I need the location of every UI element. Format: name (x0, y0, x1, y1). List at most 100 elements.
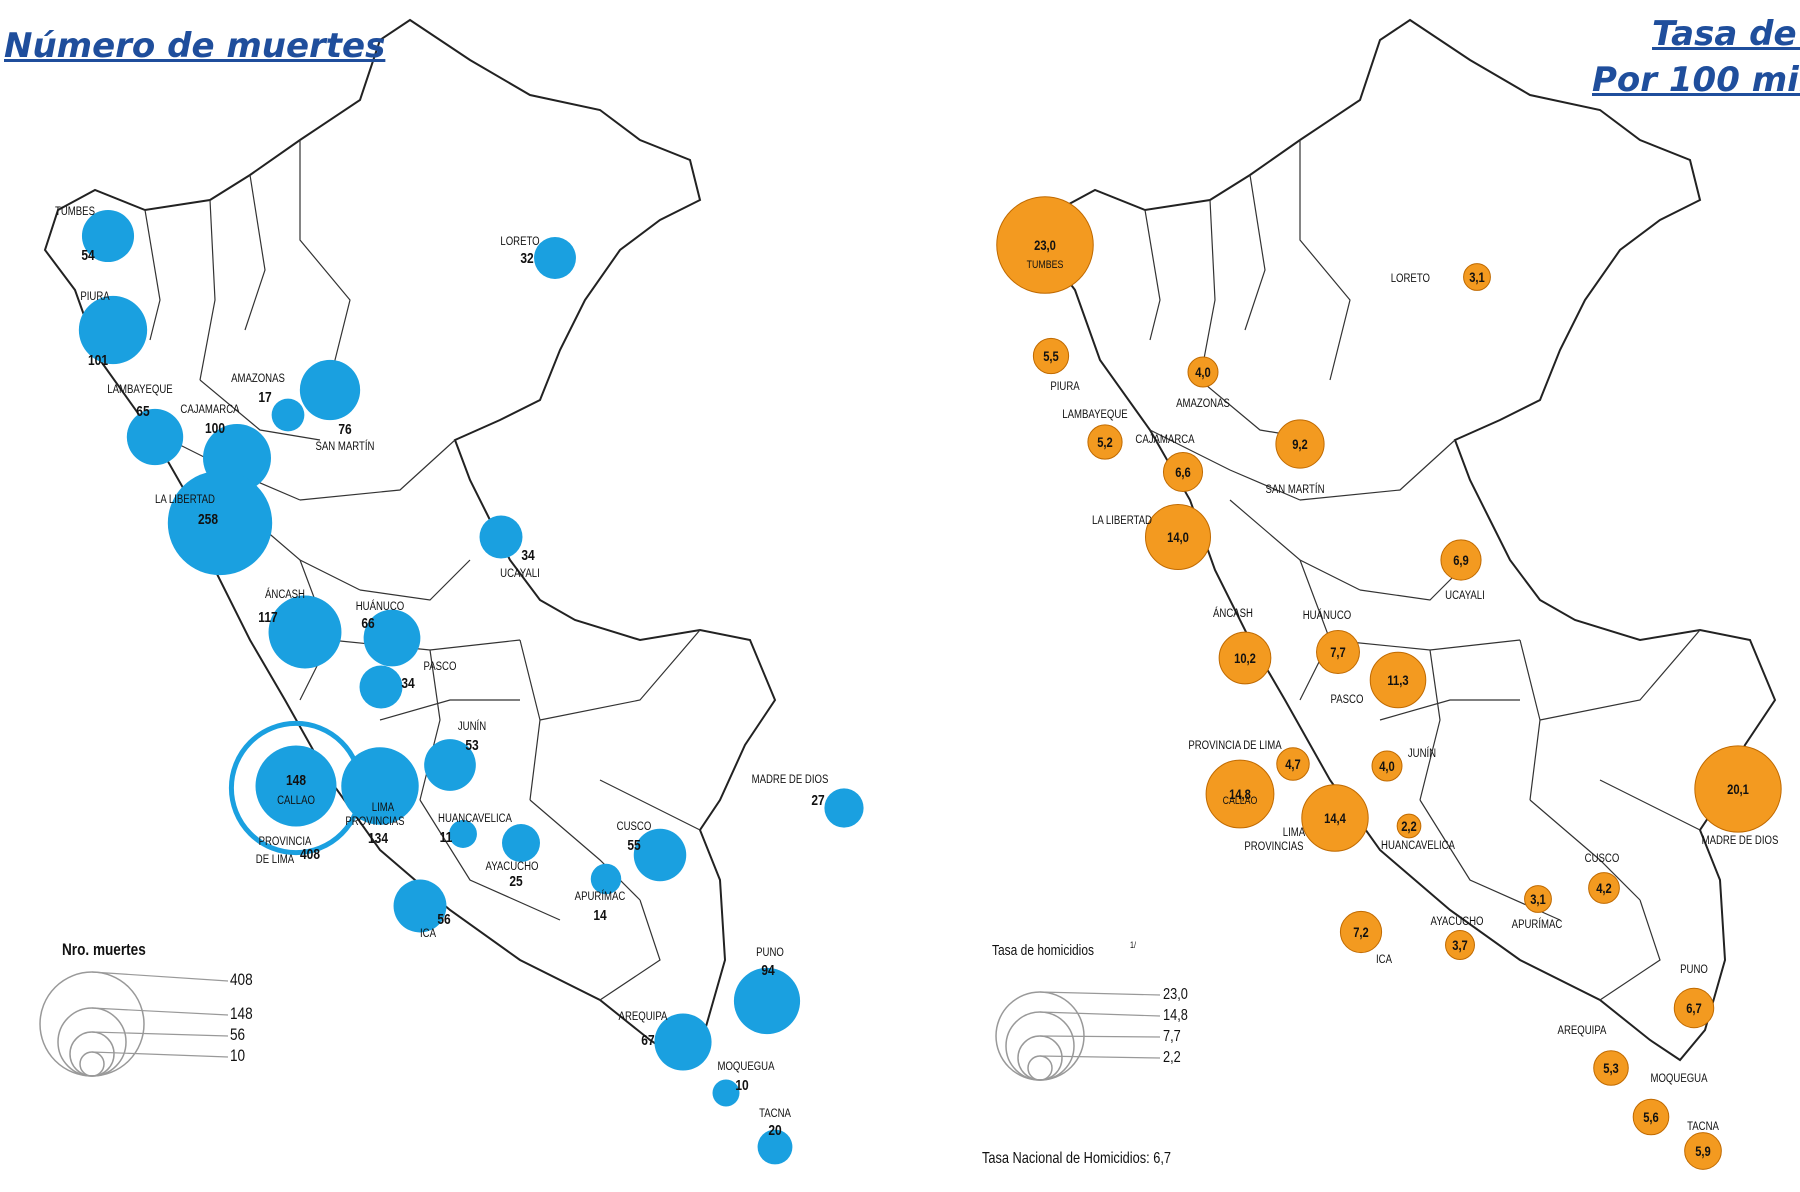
value-ica: 56 (437, 911, 451, 928)
label-pasco: PASCO (424, 660, 457, 673)
right-legend-circle-2-2 (1027, 1055, 1053, 1081)
value-lambayeque: 5,2 (1097, 435, 1113, 450)
label-callao: CALLAO (277, 794, 315, 807)
label-huancavelica: HUANCAVELICA (438, 812, 513, 825)
value-lima-provincias: 134 (368, 830, 388, 847)
department-border (199, 379, 321, 441)
left-legend-title: Nro. muertes (62, 941, 146, 960)
bubble-ayacucho (502, 824, 540, 862)
bubble-loreto (534, 237, 576, 279)
value-madre-de-dios: 20,1 (1727, 782, 1749, 797)
value-junin: 4,0 (1379, 759, 1395, 774)
label-loreto: LORETO (500, 235, 539, 248)
peru-outline-shape (1043, 18, 1777, 1062)
bubble-provincia-de-lima (1276, 747, 1310, 781)
bubble-arequipa (654, 1013, 712, 1071)
left-map-layer: TUMBES 54 PIURA 101 LAMBAYEQUE 65 CAJAMARCA 100… (55, 205, 864, 1165)
label-ucayali: UCAYALI (500, 567, 540, 580)
left-legend-circle-408 (39, 971, 145, 1077)
label-cusco: CUSCO (1585, 852, 1620, 865)
bubble-amazonas (271, 398, 305, 432)
value-tacna: 20 (768, 1122, 781, 1139)
label-apurimac: APURÍMAC (1512, 917, 1563, 931)
value-ucayali: 6,9 (1453, 553, 1469, 568)
department-border (1419, 649, 1441, 801)
bubble-lambayeque (126, 408, 184, 466)
value-arequipa: 67 (641, 1032, 654, 1049)
left-legend-leader-56 (91, 1031, 229, 1037)
bubble-ancash (268, 595, 342, 669)
label-amazonas: AMAZONAS (1176, 397, 1230, 410)
label-provincia-de-lima-line1: PROVINCIA (259, 835, 312, 848)
right-legend-value-2-2: 2,2 (1163, 1049, 1181, 1067)
bubble-tacna (1684, 1132, 1722, 1170)
label-cajamarca: CAJAMARCA (1135, 433, 1195, 446)
bubble-piura (1032, 337, 1070, 375)
label-lima-provincias-line2: PROVINCIAS (345, 815, 404, 828)
value-provincia-de-lima: 4,7 (1285, 757, 1301, 772)
value-lima-provincias: 14,4 (1324, 811, 1346, 826)
value-san-martin: 76 (338, 421, 352, 438)
department-border (1599, 779, 1701, 831)
label-lima-provincias-line1: LIMA (372, 801, 395, 814)
department-border (1599, 899, 1661, 1001)
value-pasco: 34 (401, 675, 415, 692)
right-title-line2: Por 100 mil h (1592, 60, 1800, 100)
value-puno: 6,7 (1686, 1001, 1702, 1016)
value-ayacucho: 3,7 (1452, 938, 1468, 953)
value-callao: 14,8 (1229, 787, 1251, 802)
label-moquegua: MOQUEGUA (717, 1060, 775, 1073)
bubble-apurimac (1524, 885, 1552, 913)
right-legend-title: Tasa de homicidios (992, 942, 1094, 959)
value-ucayali: 34 (521, 547, 535, 564)
bubble-pasco (1369, 651, 1427, 709)
legend-layer: Nro. muertes 408 148 56 10 Tasa de homicidios… (39, 940, 1188, 1167)
label-la-libertad: LA LIBERTAD (1092, 514, 1152, 527)
value-callao: 148 (286, 772, 306, 789)
bubble-piura (78, 295, 148, 365)
label-apurimac: APURÍMAC (575, 889, 626, 903)
right-legend-value-23-0: 23,0 (1163, 986, 1188, 1004)
label-huanuco: HUÁNUCO (1303, 608, 1352, 622)
bubble-amazonas (1187, 356, 1219, 388)
value-cusco: 4,2 (1596, 881, 1612, 896)
bubble-lima-provincias (1301, 784, 1369, 852)
department-border (379, 699, 520, 721)
label-cajamarca: CAJAMARCA (180, 403, 240, 416)
left-title: Número de muertes (4, 26, 386, 66)
value-la-libertad: 258 (198, 511, 218, 528)
label-moquegua: MOQUEGUA (1650, 1072, 1708, 1085)
department-border (1529, 799, 1641, 901)
value-moquegua: 5,6 (1643, 1110, 1659, 1125)
bubble-la-libertad (167, 470, 273, 576)
label-huancavelica: HUANCAVELICA (1381, 839, 1456, 852)
bubble-madre-de-dios (1694, 745, 1782, 833)
label-ayacucho: AYACUCHO (1431, 915, 1484, 928)
bubble-puno (733, 967, 801, 1035)
label-junin: JUNÍN (1408, 746, 1436, 760)
label-ica: ICA (1376, 953, 1393, 966)
bubble-lambayeque (1087, 424, 1123, 460)
label-lambayeque: LAMBAYEQUE (1062, 408, 1127, 421)
label-lima-provincias-line1: LIMA (1283, 826, 1306, 839)
value-lambayeque: 65 (136, 403, 150, 420)
value-apurimac: 14 (593, 907, 607, 924)
bubble-ancash (1218, 631, 1272, 685)
bubble-loreto (1463, 263, 1491, 291)
bubble-ayacucho (1445, 930, 1475, 960)
bubble-moquegua (712, 1079, 740, 1107)
value-piura: 5,5 (1043, 349, 1059, 364)
department-border (1144, 209, 1161, 341)
label-ica: ICA (420, 927, 437, 940)
value-junin: 53 (465, 737, 479, 754)
value-tumbes: 23,0 (1034, 238, 1056, 253)
label-piura: PIURA (1050, 380, 1080, 393)
department-border (1299, 140, 1351, 381)
left-legend-circle-56 (69, 1031, 115, 1077)
bubble-la-libertad (1145, 504, 1211, 570)
label-cusco: CUSCO (617, 820, 652, 833)
label-arequipa: AREQUIPA (1558, 1024, 1608, 1037)
bubble-arequipa (1593, 1050, 1629, 1086)
department-border (299, 439, 456, 501)
